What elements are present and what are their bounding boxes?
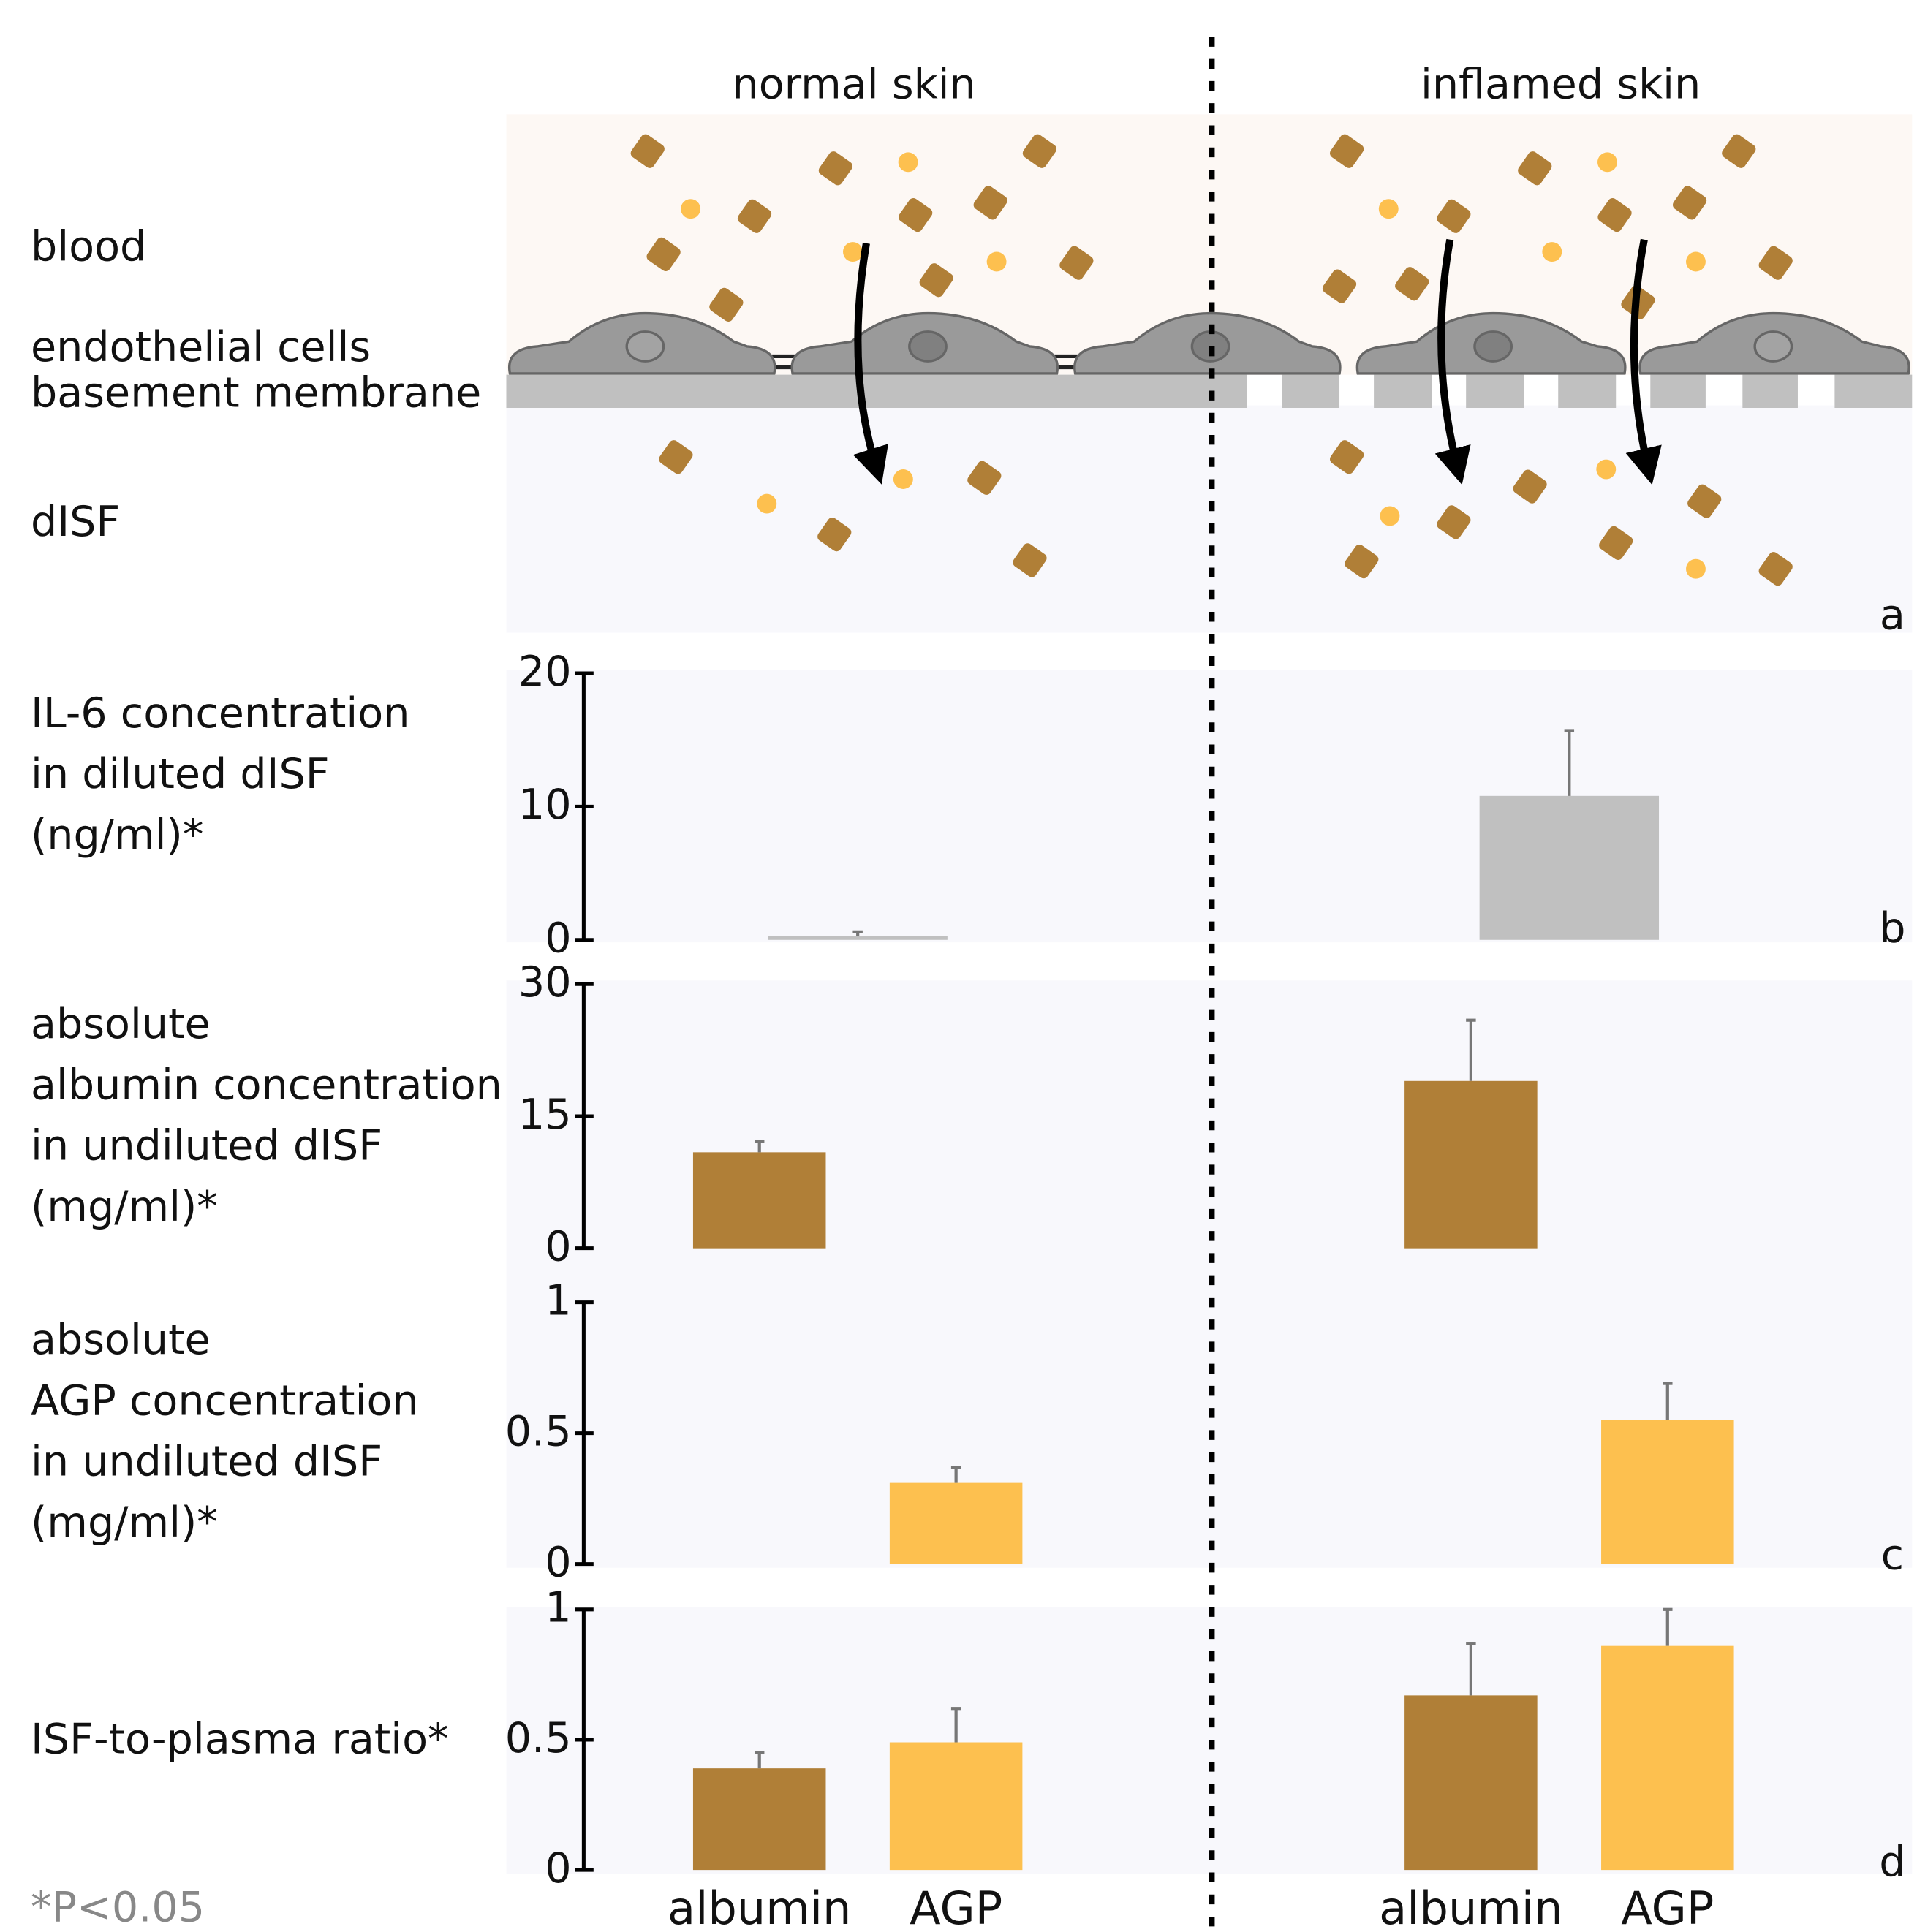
bar — [1601, 1646, 1734, 1870]
y-axis-label: in diluted dISF — [31, 750, 330, 798]
bar — [768, 936, 947, 939]
x-tick-label: albumin — [1379, 1882, 1562, 1932]
y-axis-label: ISF-to-plasma ratio* — [31, 1715, 449, 1763]
layer-label: blood — [31, 222, 146, 270]
y-axis-label: absolute — [31, 1000, 211, 1048]
y-axis-label: in undiluted dISF — [31, 1438, 382, 1486]
column-label: inflamed skin — [1421, 60, 1701, 108]
bar — [693, 1768, 826, 1870]
figure: normal skin inflamed skin blood endothel… — [0, 0, 1917, 1932]
agp-particle — [1542, 242, 1562, 262]
panel-letter: c — [1881, 1531, 1904, 1579]
bar — [693, 1152, 826, 1248]
y-tick-label: 30 — [518, 958, 572, 1007]
y-tick-label: 0.5 — [505, 1714, 572, 1762]
agp-particle — [893, 469, 913, 489]
bar — [890, 1743, 1023, 1871]
footnote: *P<0.05 — [31, 1884, 205, 1932]
y-axis-label: absolute — [31, 1316, 211, 1364]
y-axis-label: in undiluted dISF — [31, 1122, 382, 1170]
basement-membrane — [1466, 375, 1524, 408]
basement-membrane — [1834, 375, 1912, 408]
agp-particle — [1598, 152, 1617, 172]
y-tick-label: 15 — [518, 1091, 572, 1139]
nucleus — [1475, 332, 1511, 361]
x-tick-label: AGP — [1621, 1882, 1714, 1932]
panel-letter: a — [1880, 591, 1905, 640]
column-label: normal skin — [733, 60, 976, 108]
panel-letter: b — [1879, 904, 1905, 952]
agp-particle — [757, 494, 776, 514]
y-axis-label: (mg/ml)* — [31, 1183, 218, 1231]
nucleus — [910, 332, 946, 361]
y-tick-label: 0 — [545, 1222, 571, 1270]
bar — [1404, 1695, 1538, 1870]
x-tick-label: AGP — [910, 1882, 1002, 1932]
basement-membrane — [1742, 375, 1798, 408]
panel-letter: d — [1879, 1838, 1905, 1887]
basement-membrane — [1374, 375, 1432, 408]
x-tick-label: albumin — [668, 1882, 851, 1932]
page: normal skin inflamed skin blood endothel… — [0, 0, 1917, 1932]
y-tick-label: 0 — [545, 1844, 571, 1893]
bar — [1601, 1420, 1734, 1564]
agp-particle — [1686, 252, 1706, 272]
basement-membrane — [1282, 375, 1339, 408]
agp-particle — [899, 152, 918, 172]
y-axis-label: albumin concentration — [31, 1061, 502, 1109]
bar — [1404, 1081, 1538, 1249]
layer-label: dISF — [31, 498, 120, 546]
y-tick-label: 0 — [545, 1538, 571, 1586]
basement-membrane — [506, 375, 1247, 408]
layer-label: basement membrane — [31, 368, 481, 417]
y-tick-label: 10 — [518, 781, 572, 829]
agp-particle — [843, 242, 863, 262]
nucleus — [1755, 332, 1791, 361]
nucleus — [627, 332, 663, 361]
basement-membrane — [1650, 375, 1706, 408]
agp-particle — [681, 199, 700, 219]
y-tick-label: 0 — [545, 914, 571, 963]
agp-particle — [1596, 460, 1616, 480]
y-axis-label: AGP concentration — [31, 1376, 419, 1425]
y-axis-label: (ng/ml)* — [31, 811, 203, 859]
y-tick-label: 0.5 — [505, 1407, 572, 1455]
y-tick-label: 1 — [545, 1276, 571, 1325]
basement-membrane — [1558, 375, 1616, 408]
bar — [1480, 796, 1659, 940]
agp-particle — [1380, 506, 1400, 526]
y-tick-label: 20 — [518, 648, 572, 696]
layer-label: endothelial cells — [31, 323, 371, 371]
bar — [890, 1483, 1023, 1564]
agp-particle — [1686, 559, 1706, 579]
agp-particle — [1379, 199, 1399, 219]
agp-particle — [987, 252, 1007, 272]
y-axis-label: IL-6 concentration — [31, 689, 409, 738]
y-axis-label: (mg/ml)* — [31, 1499, 218, 1547]
y-tick-label: 1 — [545, 1584, 571, 1632]
